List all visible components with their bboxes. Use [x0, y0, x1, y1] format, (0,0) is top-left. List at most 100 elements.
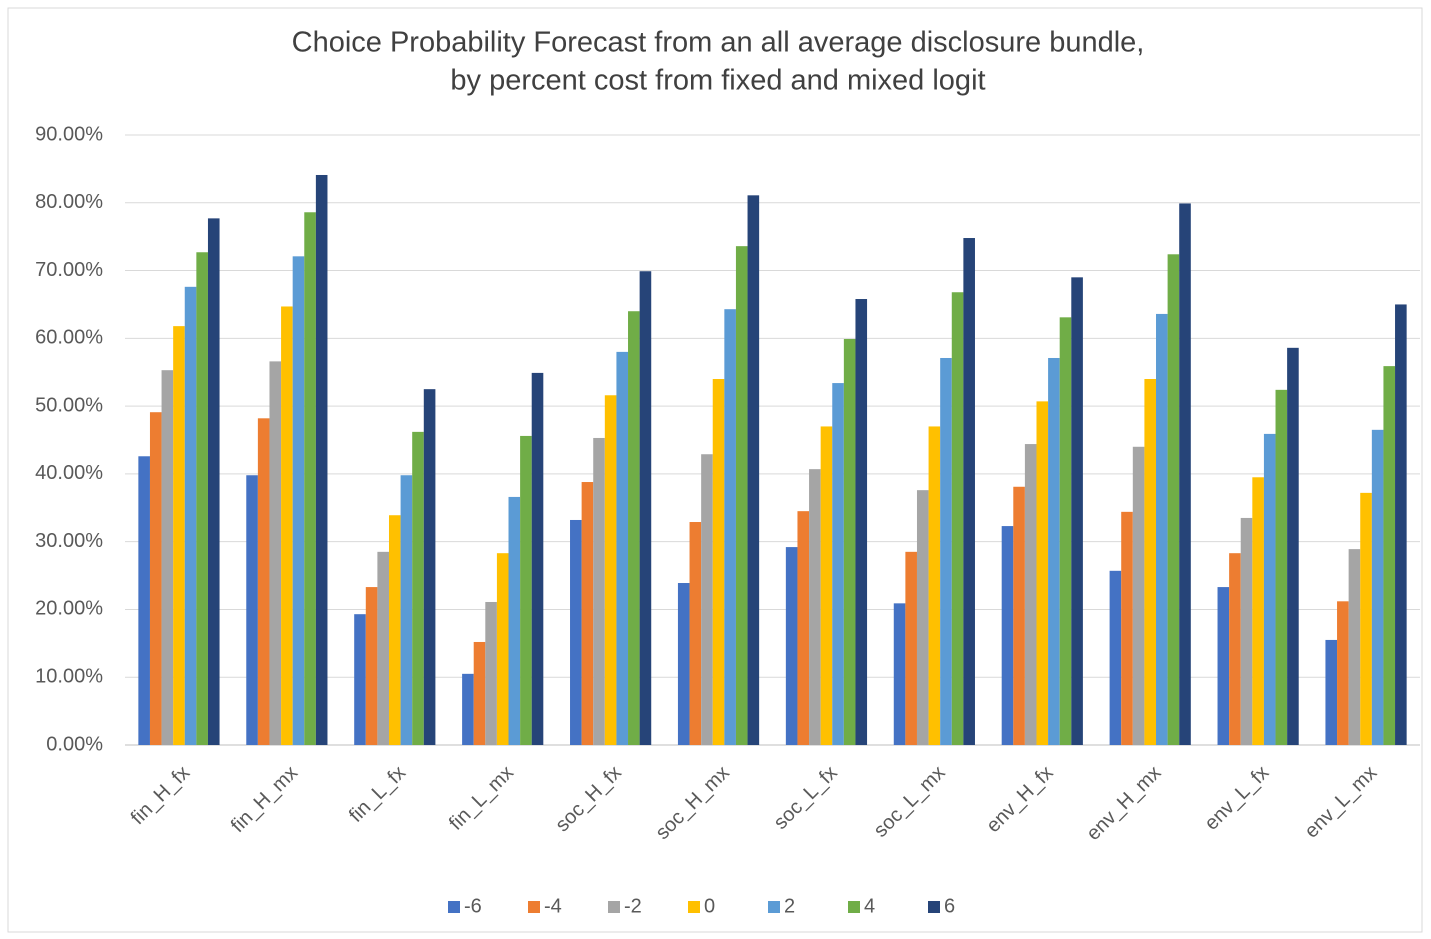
- bar: [1348, 549, 1361, 745]
- bar: [246, 475, 258, 745]
- bar: [377, 551, 389, 745]
- bar: [485, 601, 497, 745]
- bar: [639, 271, 652, 745]
- bar: [207, 218, 220, 745]
- bar: [1121, 511, 1133, 745]
- bar: [735, 246, 748, 745]
- bar: [843, 339, 856, 745]
- legend-swatch: [608, 901, 620, 913]
- bar: [1360, 492, 1372, 745]
- bar: [581, 482, 594, 745]
- bar: [951, 292, 964, 745]
- bar: [905, 551, 917, 745]
- bar: [138, 456, 150, 745]
- y-tick-label: 80.00%: [35, 191, 103, 213]
- bar: [1036, 401, 1049, 745]
- bar: [496, 553, 509, 745]
- y-tick-label: 90.00%: [35, 123, 103, 145]
- bar: [473, 641, 486, 745]
- bar: [677, 583, 690, 745]
- bar: [747, 195, 760, 746]
- bar: [701, 454, 713, 745]
- y-tick-label: 10.00%: [35, 666, 103, 688]
- bar: [797, 511, 810, 745]
- bar: [315, 174, 328, 745]
- bar: [1059, 317, 1072, 745]
- bar: [1071, 277, 1083, 745]
- bar: [689, 522, 702, 745]
- bar: [785, 547, 798, 745]
- y-tick-label: 70.00%: [35, 259, 103, 281]
- bar: [1240, 517, 1253, 745]
- bar: [1252, 477, 1264, 745]
- bar: [531, 372, 544, 745]
- bar: [161, 370, 174, 745]
- bar: [388, 515, 401, 745]
- legend-label: 0: [704, 895, 715, 917]
- bar: [1132, 446, 1145, 745]
- bar: [173, 326, 185, 745]
- y-tick-label: 50.00%: [35, 394, 103, 416]
- y-tick-label: 30.00%: [35, 530, 103, 552]
- bar: [1337, 601, 1349, 745]
- bar: [916, 490, 929, 745]
- bar: [1013, 486, 1025, 745]
- bar: [508, 496, 521, 745]
- bar: [1217, 587, 1230, 745]
- bar: [400, 475, 413, 745]
- legend-label: -6: [464, 895, 482, 917]
- bar: [1263, 433, 1276, 745]
- bar: [149, 412, 162, 745]
- legend-swatch: [848, 901, 860, 913]
- bar: [1109, 570, 1122, 745]
- bar: [963, 238, 975, 745]
- bar: [1144, 379, 1157, 745]
- bar: [1383, 366, 1396, 745]
- bar: [423, 389, 436, 745]
- bar: [281, 306, 293, 745]
- bar: [1229, 553, 1241, 745]
- legend-label: 6: [944, 895, 955, 917]
- bar: [304, 212, 316, 745]
- y-tick-label: 40.00%: [35, 462, 103, 484]
- bar: [365, 587, 378, 745]
- bar: [1001, 526, 1014, 745]
- y-tick-label: 60.00%: [35, 327, 103, 349]
- legend-label: -2: [624, 895, 642, 917]
- bar: [184, 286, 197, 745]
- bar: [832, 383, 844, 745]
- bar: [462, 673, 474, 745]
- bar: [570, 519, 582, 745]
- bar: [1371, 429, 1384, 745]
- legend-swatch: [448, 901, 460, 913]
- y-tick-label: 20.00%: [35, 598, 103, 620]
- bar: [520, 435, 532, 745]
- bar: [893, 603, 906, 745]
- bar: [1395, 304, 1407, 745]
- bar: [628, 311, 640, 745]
- legend-label: -4: [544, 895, 562, 917]
- bar: [940, 357, 952, 745]
- legend-label: 2: [784, 895, 795, 917]
- bar: [855, 299, 868, 745]
- bar: [412, 431, 424, 745]
- chart-title: by percent cost from fixed and mixed log…: [450, 65, 985, 97]
- legend-swatch: [528, 901, 540, 913]
- y-tick-label: 0.00%: [46, 733, 103, 755]
- bar: [604, 395, 617, 745]
- legend-swatch: [928, 901, 940, 913]
- bar: [616, 351, 629, 745]
- bar: [1024, 444, 1037, 745]
- legend-label: 4: [864, 895, 875, 917]
- bar: [1287, 347, 1299, 745]
- bar: [354, 614, 366, 745]
- chart-title: Choice Probability Forecast from an all …: [292, 27, 1145, 59]
- bar: [593, 437, 605, 745]
- bar: [257, 418, 270, 745]
- bar: [196, 252, 208, 745]
- bar: [1275, 389, 1288, 745]
- bar: [928, 426, 941, 745]
- bar: [1179, 203, 1191, 745]
- bar: [292, 256, 305, 745]
- bar: [1048, 357, 1060, 745]
